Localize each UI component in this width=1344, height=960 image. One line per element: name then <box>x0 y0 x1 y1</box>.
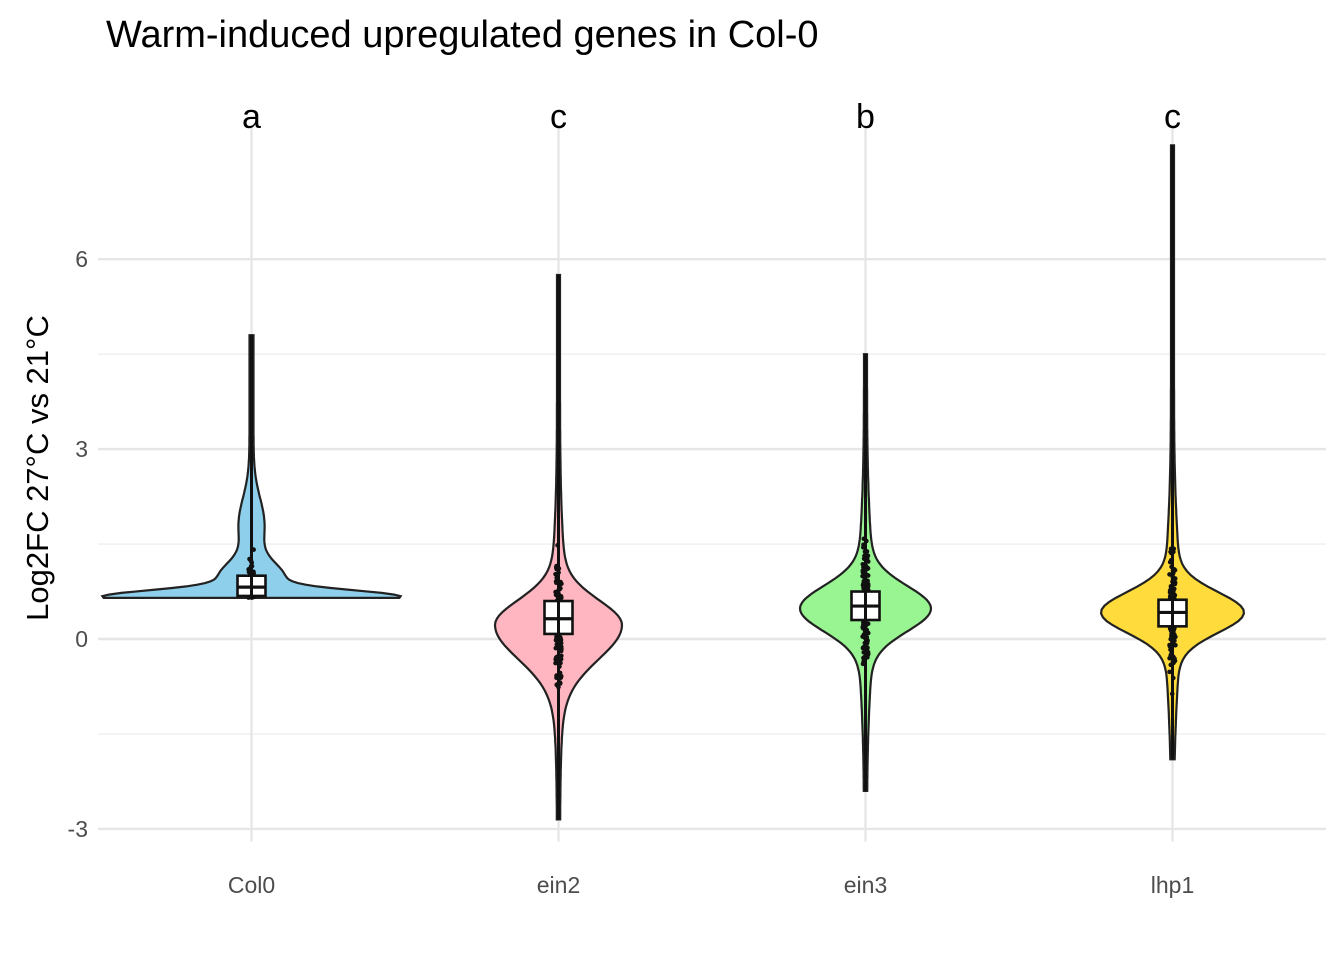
data-point <box>1168 636 1174 642</box>
significance-letter: a <box>242 98 261 136</box>
data-point <box>251 547 256 552</box>
data-point <box>1169 650 1175 655</box>
data-point <box>558 660 563 666</box>
data-point <box>1172 567 1178 573</box>
violin-lhp1 <box>1099 144 1246 761</box>
data-point <box>1168 550 1174 555</box>
data-point <box>554 635 559 641</box>
data-point <box>860 634 865 639</box>
data-point <box>553 579 559 584</box>
data-point <box>556 570 561 575</box>
data-point <box>1171 581 1176 587</box>
significance-letter: b <box>856 98 875 136</box>
data-point <box>557 664 562 669</box>
y-tick-label: 0 <box>75 626 88 652</box>
data-point <box>1167 593 1173 599</box>
data-point <box>865 583 871 589</box>
data-point <box>1171 586 1177 592</box>
data-point <box>246 567 251 572</box>
data-point <box>558 648 564 654</box>
grid-lines <box>98 126 1326 842</box>
data-point <box>558 673 564 679</box>
data-point <box>1168 557 1174 563</box>
data-point <box>860 582 866 588</box>
data-point <box>865 553 871 559</box>
data-point <box>555 640 561 646</box>
data-point <box>1167 669 1172 675</box>
data-point <box>1169 691 1175 697</box>
chart-title: Warm-induced upregulated genes in Col-0 <box>106 14 819 56</box>
data-point <box>555 592 561 597</box>
data-point <box>558 585 563 591</box>
x-tick-label: lhp1 <box>1151 872 1194 898</box>
violin-ein3 <box>798 353 933 792</box>
x-tick-label: ein2 <box>537 872 580 898</box>
data-point <box>553 660 558 666</box>
data-point <box>863 637 869 643</box>
data-point <box>553 645 559 651</box>
significance-letter: c <box>1164 98 1181 136</box>
y-tick-label: 6 <box>75 246 88 272</box>
data-point <box>557 655 563 660</box>
data-point <box>558 635 563 641</box>
data-point <box>860 661 866 667</box>
data-point <box>1168 628 1174 634</box>
data-point <box>861 536 867 542</box>
data-point <box>1170 574 1175 579</box>
data-point <box>863 563 869 568</box>
data-point <box>863 648 868 654</box>
data-point <box>1170 658 1176 664</box>
data-point <box>860 568 866 573</box>
data-point <box>248 558 254 563</box>
x-tick-label: ein3 <box>844 872 887 898</box>
data-point <box>1173 642 1178 648</box>
axis-ticks: -3 0 3 6 Col0 ein2 ein3 lhp1 <box>68 246 1195 898</box>
data-point <box>1171 591 1176 597</box>
data-point <box>862 575 868 581</box>
data-point <box>555 542 560 548</box>
violin-ein2 <box>493 273 624 821</box>
data-point <box>861 556 867 562</box>
significance-letter: c <box>550 98 567 136</box>
x-tick-label: Col0 <box>228 872 275 898</box>
data-point <box>1169 564 1174 570</box>
data-point <box>554 575 559 581</box>
data-point <box>865 621 871 627</box>
y-tick-label: 3 <box>75 436 88 462</box>
data-point <box>556 566 562 571</box>
data-point <box>556 684 561 690</box>
data-point <box>862 629 868 634</box>
y-tick-label: -3 <box>68 816 88 842</box>
data-point <box>865 655 870 660</box>
data-point <box>860 545 866 550</box>
data-point <box>557 680 563 685</box>
data-point <box>865 559 871 564</box>
data-point <box>862 549 868 554</box>
data-point <box>1170 633 1176 639</box>
data-point <box>1167 643 1173 649</box>
data-point <box>860 624 866 630</box>
violin-Col0 <box>100 334 403 600</box>
violins <box>100 144 1246 821</box>
data-point <box>1171 577 1177 583</box>
data-point <box>1168 662 1174 668</box>
data-point <box>1171 654 1176 660</box>
data-point <box>1170 675 1176 681</box>
data-point <box>1167 655 1172 661</box>
